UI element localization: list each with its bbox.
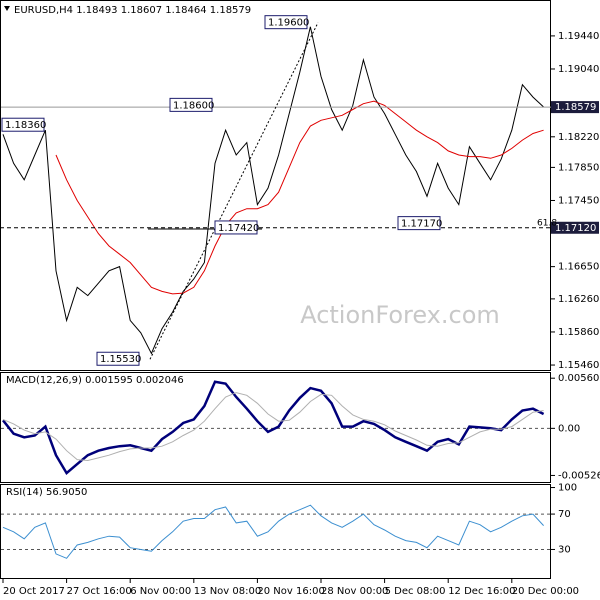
series-line xyxy=(2,504,544,559)
main-frame xyxy=(0,0,551,371)
annotation-box xyxy=(214,220,258,235)
price-box xyxy=(551,221,599,234)
annotation-label: 1.17170 xyxy=(401,219,442,230)
x-tick-label: 28 Nov 00:00 xyxy=(321,586,388,597)
x-tick-label: 20 Dec 00:00 xyxy=(512,586,579,597)
y-tick-label: 1.19440 xyxy=(558,31,599,42)
price-box-label: 1.17120 xyxy=(555,223,596,234)
trend-line xyxy=(149,22,319,360)
series-line xyxy=(2,392,544,462)
x-tick-label: 20 Oct 2017 xyxy=(3,586,65,597)
annotation-label: 1.18600 xyxy=(173,100,214,111)
y-tick-label: 1.18220 xyxy=(558,132,599,143)
series-line xyxy=(55,100,544,295)
rsi-title: RSI(14) 56.9050 xyxy=(6,487,87,498)
annotation-label: 1.19600 xyxy=(268,18,309,29)
x-tick-label: 6 Nov 00:00 xyxy=(130,586,191,597)
fib-label: 61.8 xyxy=(537,218,557,228)
x-tick-label: 12 Dec 16:00 xyxy=(448,586,515,597)
y-tick-label: 0.00 xyxy=(558,423,580,434)
series-line xyxy=(2,26,544,355)
watermark: ActionForex.com xyxy=(300,301,500,329)
y-tick-label: 0.005607 xyxy=(558,373,600,384)
y-tick-label: 1.15860 xyxy=(558,327,599,338)
x-tick-label: 5 Dec 08:00 xyxy=(385,586,446,597)
annotation-label: 1.15530 xyxy=(100,354,141,365)
series-line xyxy=(2,380,545,476)
y-tick-label: 1.17450 xyxy=(558,195,599,206)
y-tick-label: -0.005267 xyxy=(558,470,600,481)
annotation-box xyxy=(264,15,308,30)
y-tick-label: 1.19040 xyxy=(558,64,599,75)
y-tick-label: 100 xyxy=(558,483,577,494)
price-box xyxy=(551,101,599,114)
annotation-box xyxy=(397,216,441,231)
rsi-frame xyxy=(0,484,551,579)
price-box-label: 1.18579 xyxy=(555,102,596,113)
header-icon xyxy=(4,6,10,11)
y-tick-label: 30 xyxy=(558,544,571,555)
x-tick-label: 13 Nov 08:00 xyxy=(194,586,261,597)
y-tick-label: 70 xyxy=(558,509,571,520)
macd-title: MACD(12,26,9) 0.001595 0.002046 xyxy=(6,375,184,386)
annotation-label: 1.18360 xyxy=(5,120,46,131)
header: EURUSD,H4 1.18493 1.18607 1.18464 1.1857… xyxy=(14,5,251,16)
annotation-box xyxy=(96,351,140,366)
x-tick-label: 27 Oct 16:00 xyxy=(67,586,132,597)
annotation-label: 1.17420 xyxy=(218,223,259,234)
y-tick-label: 1.15460 xyxy=(558,360,599,371)
y-tick-label: 1.16650 xyxy=(558,262,599,273)
annotation-box xyxy=(169,97,213,112)
x-tick-label: 20 Nov 16:00 xyxy=(257,586,324,597)
annotation-box xyxy=(1,117,45,132)
y-tick-label: 1.16260 xyxy=(558,294,599,305)
macd-frame xyxy=(0,372,551,483)
y-tick-label: 1.17850 xyxy=(558,162,599,173)
